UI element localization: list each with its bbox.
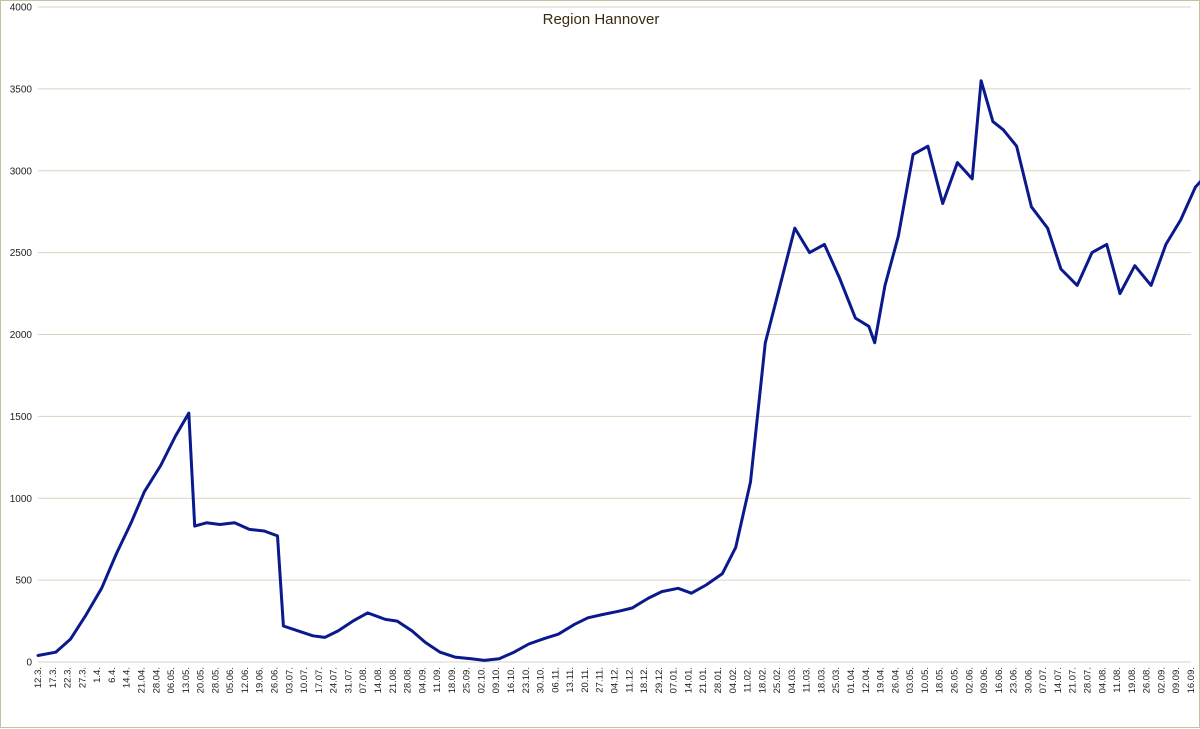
x-tick-label: 07.01. <box>669 667 680 693</box>
x-tick-label: 18.12. <box>639 667 650 693</box>
x-tick-label: 27.3. <box>77 667 88 688</box>
x-tick-label: 19.06. <box>255 667 266 693</box>
x-tick-label: 11.12. <box>624 667 635 693</box>
x-tick-label: 11.03. <box>802 667 813 693</box>
x-tick-label: 29.12. <box>654 667 665 693</box>
x-tick-label: 12.06. <box>240 667 251 693</box>
x-tick-label: 04.02. <box>728 667 739 693</box>
y-tick-label: 0 <box>26 658 32 669</box>
x-tick-label: 16.09. <box>1186 667 1197 693</box>
y-tick-label: 3500 <box>10 84 33 95</box>
x-tick-label: 01.04. <box>846 667 857 693</box>
x-axis-tick-labels: 12.3. 17.3. 22.3. 27.3. 1.4. 6.4. 14.4. 21.04. 2… <box>33 667 1197 693</box>
x-tick-label: 28.07. <box>1083 667 1094 693</box>
x-tick-label: 17.3. <box>48 667 59 688</box>
x-tick-label: 27.11. <box>595 667 606 693</box>
x-tick-label: 06.05. <box>166 667 177 693</box>
x-tick-label: 6.4. <box>107 667 118 683</box>
x-tick-label: 28.05. <box>210 667 221 693</box>
x-tick-label: 21.08. <box>388 667 399 693</box>
x-tick-label: 11.02. <box>743 667 754 693</box>
x-tick-label: 12.3. <box>33 667 44 688</box>
x-tick-label: 30.10. <box>536 667 547 693</box>
x-tick-label: 09.06. <box>979 667 990 693</box>
chart-title: Region Hannover <box>543 11 660 28</box>
x-tick-label: 16.10. <box>506 667 517 693</box>
x-tick-label: 13.05. <box>181 667 192 693</box>
x-tick-label: 10.07. <box>299 667 310 693</box>
x-tick-label: 25.09. <box>462 667 473 693</box>
x-tick-label: 25.02. <box>772 667 783 693</box>
x-tick-label: 23.06. <box>1009 667 1020 693</box>
x-tick-label: 20.05. <box>196 667 207 693</box>
y-tick-label: 2500 <box>10 248 33 259</box>
x-tick-label: 03.05. <box>905 667 916 693</box>
x-tick-label: 1.4. <box>92 667 103 683</box>
x-tick-label: 04.12. <box>610 667 621 693</box>
series-layer <box>36 79 1200 662</box>
x-tick-label: 16.06. <box>994 667 1005 693</box>
x-tick-label: 10.05. <box>920 667 931 693</box>
x-tick-label: 04.03. <box>787 667 798 693</box>
gridlines <box>38 6 1191 663</box>
x-tick-label: 19.04. <box>876 667 887 693</box>
x-tick-label: 06.11. <box>550 667 561 693</box>
x-tick-label: 28.01. <box>713 667 724 693</box>
x-tick-label: 04.09. <box>417 667 428 693</box>
x-tick-label: 30.06. <box>1023 667 1034 693</box>
x-tick-label: 28.04. <box>151 667 162 693</box>
y-tick-label: 3000 <box>10 166 33 177</box>
x-tick-label: 11.08. <box>1112 667 1123 693</box>
x-tick-label: 21.01. <box>698 667 709 693</box>
y-tick-label: 500 <box>15 576 32 587</box>
x-tick-label: 23.10. <box>521 667 532 693</box>
x-tick-label: 28.08. <box>403 667 414 693</box>
x-tick-label: 18.03. <box>816 667 827 693</box>
x-tick-label: 07.08. <box>358 667 369 693</box>
y-tick-label: 2000 <box>10 330 33 341</box>
x-tick-label: 02.06. <box>964 667 975 693</box>
x-tick-label: 18.09. <box>447 667 458 693</box>
x-tick-label: 14.4. <box>122 667 133 688</box>
x-tick-label: 05.06. <box>225 667 236 693</box>
x-tick-label: 26.04. <box>890 667 901 693</box>
y-tick-label: 1500 <box>10 412 33 423</box>
x-tick-label: 26.05. <box>949 667 960 693</box>
y-axis-tick-labels: 0 500 1000 1500 2000 2500 3000 3500 4000 <box>10 3 33 669</box>
x-tick-label: 12.04. <box>861 667 872 693</box>
x-tick-label: 17.07. <box>314 667 325 693</box>
x-tick-label: 20.11. <box>580 667 591 693</box>
x-tick-label: 21.07. <box>1068 667 1079 693</box>
x-tick-label: 02.09. <box>1156 667 1167 693</box>
x-tick-label: 03.07. <box>284 667 295 693</box>
x-tick-label: 09.09. <box>1171 667 1182 693</box>
x-tick-label: 26.08. <box>1142 667 1153 693</box>
series-line-0 <box>36 79 1200 662</box>
y-tick-label: 4000 <box>10 3 33 14</box>
x-tick-label: 18.05. <box>935 667 946 693</box>
x-tick-label: 13.11. <box>565 667 576 693</box>
x-tick-label: 26.06. <box>270 667 281 693</box>
x-tick-label: 14.07. <box>1053 667 1064 693</box>
x-tick-label: 04.08. <box>1097 667 1108 693</box>
x-tick-label: 19.08. <box>1127 667 1138 693</box>
x-tick-label: 09.10. <box>491 667 502 693</box>
x-tick-label: 31.07. <box>343 667 354 693</box>
x-tick-label: 02.10. <box>476 667 487 693</box>
x-tick-label: 14.08. <box>373 667 384 693</box>
x-tick-label: 24.07. <box>329 667 340 693</box>
x-tick-label: 07.07. <box>1038 667 1049 693</box>
x-tick-label: 14.01. <box>683 667 694 693</box>
x-tick-label: 22.3. <box>63 667 74 688</box>
x-tick-label: 25.03. <box>831 667 842 693</box>
y-tick-label: 1000 <box>10 494 33 505</box>
x-tick-label: 21.04. <box>136 667 147 693</box>
x-tick-label: 18.02. <box>757 667 768 693</box>
x-tick-label: 11.09. <box>432 667 443 693</box>
